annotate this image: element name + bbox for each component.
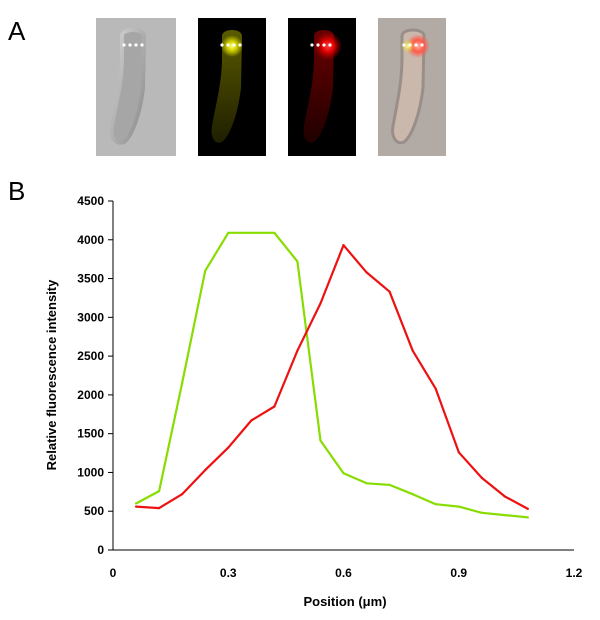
data-point-series-2 — [365, 271, 368, 274]
data-point-series-2 — [227, 446, 230, 449]
data-point-series-2 — [457, 451, 460, 454]
data-point-series-2 — [503, 495, 506, 498]
data-point-series-1 — [480, 511, 483, 514]
data-point-series-1 — [273, 231, 276, 234]
data-point-series-1 — [319, 439, 322, 442]
y-tick-label: 4000 — [77, 233, 104, 247]
brightfield-micrograph — [96, 18, 176, 156]
data-point-series-2 — [296, 349, 299, 352]
y-tick-label: 0 — [97, 543, 104, 557]
data-point-series-2 — [134, 505, 138, 508]
panel-a-label: A — [8, 16, 26, 46]
data-point-series-1 — [181, 382, 184, 385]
merged-micrograph — [378, 18, 446, 156]
y-tick-label: 1000 — [77, 465, 104, 479]
data-point-series-2 — [273, 405, 276, 408]
y-tick-label: 3500 — [77, 272, 104, 286]
x-tick-label: 0.9 — [450, 566, 467, 580]
data-point-series-2 — [319, 302, 322, 305]
y-tick-label: 1500 — [77, 427, 104, 441]
data-point-series-2 — [480, 476, 483, 479]
chart-series — [134, 231, 530, 519]
data-point-series-2 — [411, 349, 414, 352]
panel-b-label: B — [8, 176, 26, 206]
data-point-series-2 — [250, 419, 253, 422]
x-tick-label: 0.6 — [335, 566, 352, 580]
data-point-series-1 — [204, 269, 207, 272]
data-point-series-1 — [526, 516, 530, 519]
fluorescence-line-chart: 0 500 1000 1500 2000 2500 3000 3500 4000 4500 0 0.3… — [44, 194, 583, 609]
data-point-series-2 — [434, 387, 437, 390]
yellow-fluorescence-micrograph — [198, 18, 266, 156]
data-point-series-2 — [204, 469, 207, 472]
red-fluorescence-micrograph — [288, 18, 356, 156]
data-point-series-1 — [250, 231, 253, 234]
data-point-series-1 — [457, 505, 460, 508]
y-axis-label: Relative fluorescence intensity — [44, 279, 59, 471]
x-tick-label: 0.3 — [220, 566, 237, 580]
y-tick-label: 2500 — [77, 349, 104, 363]
data-point-series-2 — [342, 244, 345, 247]
data-point-series-1 — [134, 502, 138, 505]
y-tick-label: 2000 — [77, 388, 104, 402]
data-point-series-1 — [411, 493, 414, 496]
x-tick-label: 0 — [110, 566, 117, 580]
x-tick-label: 1.2 — [566, 566, 583, 580]
series-line-2 — [136, 244, 529, 510]
data-point-series-2 — [181, 493, 184, 496]
data-point-series-1 — [158, 489, 161, 493]
series-line-1 — [135, 231, 529, 519]
chart-axes: 0 500 1000 1500 2000 2500 3000 3500 4000 4500 0 0.3… — [77, 194, 582, 580]
chart-labels: Position (μm) Relative fluorescence inte… — [44, 279, 387, 609]
y-tick-label: 500 — [84, 504, 104, 518]
data-point-series-1 — [296, 260, 299, 263]
data-point-series-2 — [158, 507, 161, 510]
data-point-series-1 — [434, 503, 437, 506]
x-axis-label: Position (μm) — [303, 594, 386, 609]
y-tick-label: 3000 — [77, 310, 104, 324]
data-point-series-1 — [342, 472, 345, 475]
data-point-series-1 — [503, 514, 506, 517]
data-point-series-2 — [388, 290, 391, 293]
data-point-series-2 — [526, 507, 530, 510]
data-point-series-1 — [365, 482, 368, 485]
y-tick-label: 4500 — [77, 194, 104, 208]
data-point-series-1 — [227, 231, 230, 234]
data-point-series-1 — [388, 483, 391, 486]
